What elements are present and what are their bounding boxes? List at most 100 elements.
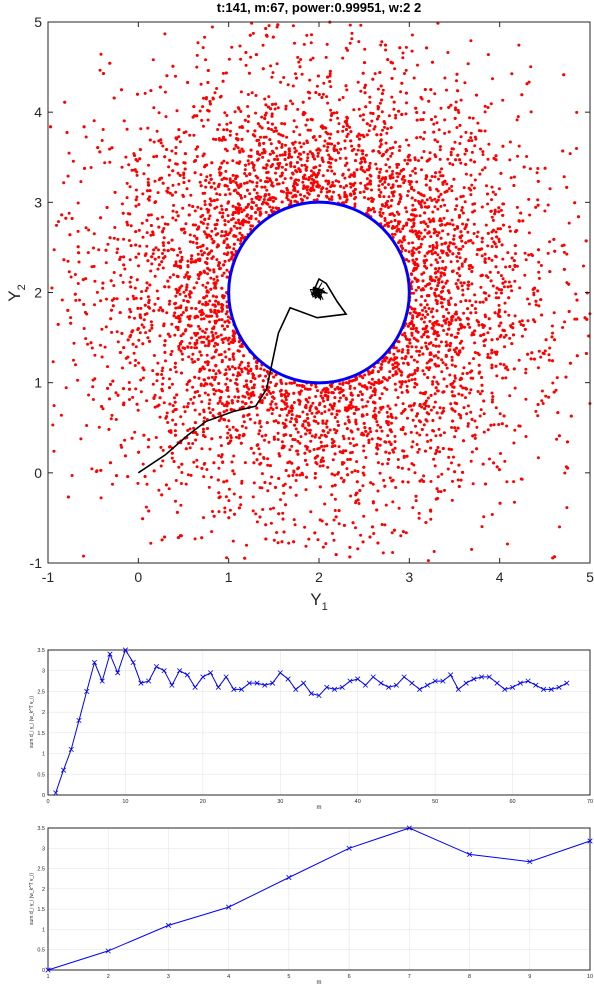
scatter-point: [526, 319, 530, 323]
scatter-point: [475, 425, 479, 429]
scatter-point: [310, 411, 314, 415]
scatter-point: [200, 400, 204, 404]
scatter-point: [304, 488, 308, 492]
scatter-point: [296, 439, 300, 443]
scatter-point: [188, 314, 192, 318]
scatter-point: [441, 286, 445, 290]
scatter-point: [175, 162, 179, 166]
scatter-point: [109, 279, 113, 283]
scatter-point: [213, 187, 217, 191]
scatter-point: [275, 178, 278, 182]
scatter-point: [92, 246, 95, 250]
scatter-point: [245, 543, 248, 547]
scatter-point: [147, 183, 151, 187]
scatter-point: [307, 537, 311, 541]
scatter-point: [537, 304, 541, 308]
scatter-point: [473, 178, 477, 182]
scatter-point: [330, 198, 334, 201]
scatter-point: [231, 539, 235, 543]
scatter-point: [318, 134, 322, 138]
scatter-point: [507, 280, 511, 284]
scatter-point: [270, 412, 274, 416]
scatter-point: [215, 295, 218, 299]
scatter-point: [193, 209, 197, 213]
scatter-point: [157, 255, 161, 259]
scatter-point: [518, 424, 522, 428]
scatter-point: [199, 207, 203, 211]
scatter-point: [528, 167, 532, 171]
scatter-point: [120, 88, 123, 92]
scatter-point: [121, 280, 125, 284]
scatter-point: [388, 407, 392, 411]
scatter-point: [295, 170, 299, 174]
scatter-point: [248, 179, 252, 183]
scatter-point: [541, 351, 545, 355]
scatter-point: [168, 191, 172, 195]
scatter-point: [283, 422, 287, 426]
scatter-point: [391, 500, 395, 504]
scatter-point: [375, 117, 379, 121]
scatter-point: [145, 482, 149, 486]
scatter-point: [444, 321, 448, 325]
scatter-point: [354, 195, 358, 199]
scatter-point: [471, 202, 475, 206]
scatter-point: [506, 368, 510, 372]
scatter-point: [223, 111, 227, 115]
scatter-point: [401, 333, 404, 337]
scatter-point: [388, 174, 392, 178]
scatter-point: [476, 230, 480, 234]
scatter-point: [435, 241, 439, 245]
scatter-point: [170, 349, 174, 353]
scatter-point: [174, 433, 177, 437]
scatter-point: [254, 94, 258, 97]
scatter-point: [86, 251, 90, 255]
scatter-point: [380, 362, 384, 366]
scatter-point: [228, 428, 232, 432]
scatter-point: [480, 254, 484, 258]
scatter-point: [139, 390, 143, 394]
scatter-point: [292, 119, 296, 123]
scatter-point: [431, 327, 435, 330]
scatter-point: [186, 275, 190, 279]
scatter-point: [110, 413, 114, 417]
scatter-point: [184, 273, 188, 277]
scatter-point: [217, 182, 221, 186]
scatter-point: [187, 442, 191, 445]
scatter-point: [368, 173, 372, 177]
scatter-point: [269, 142, 273, 146]
scatter-point: [241, 415, 245, 419]
scatter-point: [353, 181, 357, 185]
scatter-point: [169, 368, 172, 372]
scatter-point: [184, 222, 188, 226]
scatter-point: [52, 404, 56, 408]
scatter-point: [456, 278, 460, 282]
scatter-point: [273, 107, 277, 111]
scatter-point: [183, 329, 187, 333]
scatter-point: [470, 547, 474, 551]
scatter-point: [359, 23, 363, 27]
scatter-point: [217, 310, 221, 314]
scatter-point: [199, 249, 203, 253]
scatter-point: [518, 286, 522, 290]
scatter-point: [491, 77, 494, 81]
scatter-point: [453, 376, 457, 380]
scatter-point: [206, 222, 210, 226]
scatter-point: [380, 98, 384, 102]
scatter-point: [316, 151, 320, 155]
scatter-point: [177, 314, 181, 318]
scatter-point: [229, 121, 233, 125]
scatter-point: [446, 289, 450, 293]
scatter-point: [415, 180, 419, 184]
scatter-point: [356, 394, 360, 397]
scatter-point: [233, 110, 237, 114]
scatter-point: [323, 126, 326, 129]
scatter-point: [125, 196, 129, 200]
scatter-point: [176, 253, 180, 257]
scatter-point: [243, 461, 247, 465]
scatter-point: [90, 346, 94, 350]
scatter-point: [271, 408, 275, 411]
scatter-point: [220, 324, 224, 328]
scatter-point: [428, 319, 432, 323]
scatter-point: [240, 233, 244, 237]
